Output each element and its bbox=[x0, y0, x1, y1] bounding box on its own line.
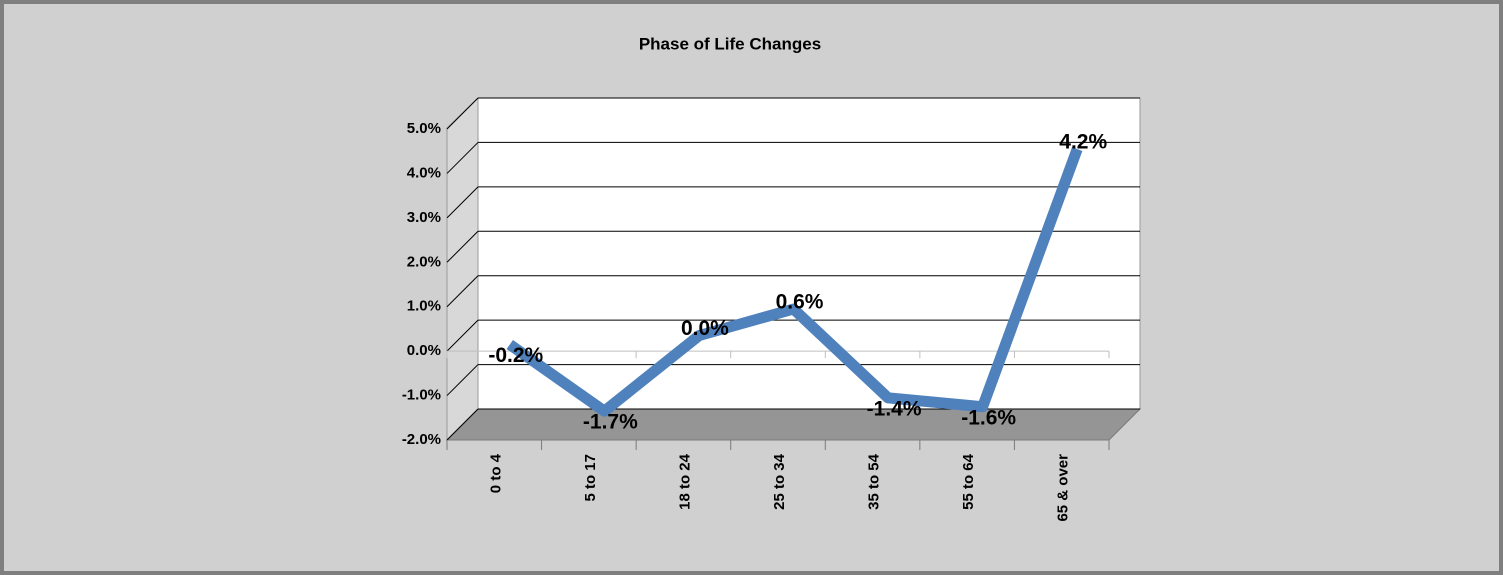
line-series bbox=[506, 147, 1083, 417]
y-tick-label: -2.0% bbox=[402, 431, 441, 448]
x-tick-label: 5 to 17 bbox=[582, 454, 599, 502]
data-label: 4.2% bbox=[1059, 131, 1107, 154]
y-tick-label: 1.0% bbox=[407, 298, 441, 315]
floor bbox=[445, 408, 1142, 441]
data-label: -1.4% bbox=[867, 397, 922, 420]
data-label: 0.0% bbox=[681, 317, 729, 340]
data-label: -1.6% bbox=[961, 406, 1016, 429]
back-wall bbox=[477, 97, 1141, 410]
y-tick-label: 5.0% bbox=[407, 120, 441, 137]
y-tick-label: 2.0% bbox=[407, 253, 441, 270]
grid-line bbox=[446, 97, 479, 130]
grid-line bbox=[446, 364, 479, 396]
grid-line bbox=[446, 186, 479, 219]
x-tick-label: 65 & over bbox=[1055, 454, 1072, 522]
data-label: 0.6% bbox=[776, 291, 824, 314]
grid-line bbox=[446, 142, 479, 174]
x-tick-label: 35 to 54 bbox=[866, 453, 883, 510]
x-tick-label: 18 to 24 bbox=[676, 453, 693, 510]
y-tick-label: 4.0% bbox=[407, 164, 441, 181]
chart-title: Phase of Life Changes bbox=[639, 34, 821, 53]
x-tick-label: 25 to 34 bbox=[771, 453, 788, 510]
side-wall bbox=[446, 96, 479, 442]
data-label: -0.2% bbox=[488, 344, 543, 367]
y-tick-label: 3.0% bbox=[407, 209, 441, 226]
y-tick-label: -1.0% bbox=[402, 387, 441, 404]
grid-line bbox=[446, 408, 479, 441]
grid-line bbox=[446, 275, 479, 308]
x-tick-label: 0 to 4 bbox=[487, 453, 504, 493]
x-tick-label: 55 to 64 bbox=[960, 453, 977, 510]
y-tick-label: 0.0% bbox=[407, 342, 441, 359]
grid-line bbox=[446, 230, 479, 263]
grid-line bbox=[446, 319, 479, 352]
data-label: -1.7% bbox=[583, 411, 638, 434]
